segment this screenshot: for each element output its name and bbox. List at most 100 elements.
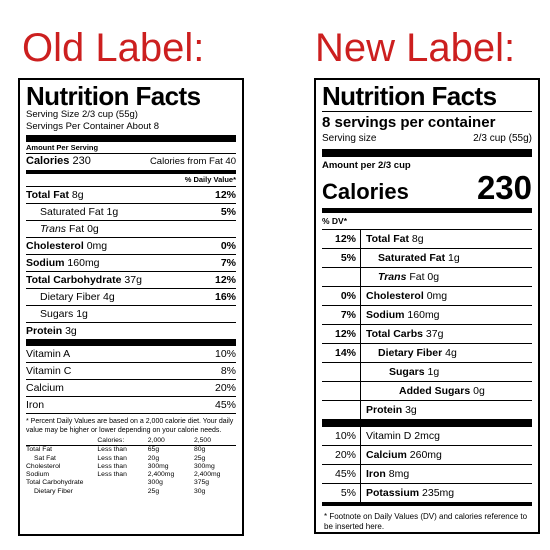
old-nutrient-row: Dietary Fiber 4g 16% bbox=[26, 288, 236, 305]
old-nutrient-name: Cholesterol bbox=[26, 240, 84, 252]
old-nutrient-row: Saturated Fat 1g 5% bbox=[26, 203, 236, 220]
new-nutrient-name: Total Fat bbox=[366, 233, 409, 245]
old-fn-cell: 300g bbox=[147, 479, 163, 487]
old-fn-cell: Less than bbox=[97, 454, 127, 462]
new-vitamin-row: 5% Potassium 235mg bbox=[322, 483, 532, 502]
new-nutrient-dv: 5% bbox=[340, 252, 356, 264]
new-thick-divider bbox=[322, 419, 532, 427]
new-amount-per: Amount per 2/3 cup bbox=[322, 160, 411, 171]
old-thick-divider bbox=[26, 339, 236, 346]
new-nutrient-amount: 160mg bbox=[407, 309, 440, 321]
new-nutrient-name: Sugars bbox=[389, 366, 425, 378]
new-footnote: * Footnote on Daily Values (DV) and calo… bbox=[324, 512, 528, 531]
old-nutrient-amount: 4g bbox=[103, 291, 115, 303]
new-nutrient-row: 0% Cholesterol 0mg bbox=[322, 286, 532, 305]
old-daily-value-header: % Daily Value* bbox=[184, 175, 236, 184]
new-vitamin-name: Potassium bbox=[366, 487, 420, 499]
old-fn-cell: 375g bbox=[193, 479, 210, 487]
old-footnote-table-row: Cholesterol Less than 300mg 300mg bbox=[26, 463, 236, 471]
old-nutrient-row: Total Carbohydrate 37g 12% bbox=[26, 271, 236, 288]
old-nutrient-row: Trans Fat 0g bbox=[26, 220, 236, 237]
old-fn-cell: 2,000 bbox=[147, 437, 165, 444]
old-footnote-table-row: Sodium Less than 2,400mg 2,400mg bbox=[26, 471, 236, 479]
old-fn-cell: 25g bbox=[147, 487, 160, 495]
old-nutrient-amount: 1g bbox=[76, 308, 88, 320]
old-footnote-table-row: Total Fat Less than 65g 80g bbox=[26, 446, 236, 455]
new-servings-per-container: 8 servings per container bbox=[322, 114, 496, 131]
old-vitamin-dv: 20% bbox=[214, 382, 236, 394]
old-servings-per-container: Servings Per Container About 8 bbox=[26, 121, 160, 132]
old-footnote-table: Calories: 2,000 2,500 Total Fat Less tha… bbox=[26, 437, 236, 496]
old-fn-cell: Total Fat bbox=[26, 446, 53, 454]
old-serving-size: Serving Size 2/3 cup (55g) bbox=[26, 109, 138, 120]
old-nutrient-amount: 8g bbox=[71, 189, 84, 201]
new-vitamin-row: 20% Calcium 260mg bbox=[322, 445, 532, 464]
old-nutrient-amount: 37g bbox=[124, 274, 142, 286]
new-vitamin-dv: 10% bbox=[334, 430, 356, 442]
old-fn-cell: 25g bbox=[193, 454, 206, 462]
old-fn-cell: 20g bbox=[147, 454, 160, 462]
old-vitamin-row: Iron 45% bbox=[26, 396, 236, 413]
new-nutrient-row: Protein 3g bbox=[322, 400, 532, 419]
new-nutrient-amount: 4g bbox=[445, 347, 457, 359]
new-nutrient-name: Dietary Fiber bbox=[378, 347, 443, 359]
new-vitamin-row: 45% Iron 8mg bbox=[322, 464, 532, 483]
old-fn-cell: Dietary Fiber bbox=[34, 487, 73, 495]
old-fn-cell: Less than bbox=[97, 462, 127, 470]
old-nutrient-amount: 160mg bbox=[67, 257, 100, 269]
old-nutrient-name: Sodium bbox=[26, 257, 65, 269]
old-fn-cell: Less than bbox=[97, 446, 127, 454]
old-footnote-table-row: Total Carbohydrate 300g 375g bbox=[26, 479, 236, 487]
old-thick-divider bbox=[26, 135, 236, 142]
new-nutrient-row: Added Sugars 0g bbox=[322, 381, 532, 400]
new-nutrient-row: 14% Dietary Fiber 4g bbox=[322, 343, 532, 362]
old-nutrient-name: Saturated Fat bbox=[40, 206, 104, 218]
new-vitamin-amount: 2mcg bbox=[414, 430, 440, 442]
new-nutrient-amount: 0g bbox=[473, 385, 485, 397]
new-calories-value: 230 bbox=[476, 169, 532, 206]
new-nutrient-dv bbox=[322, 268, 360, 286]
old-fn-cell: Calories: bbox=[97, 437, 125, 444]
old-nutrient-name: Trans bbox=[40, 223, 67, 235]
old-nutrient-dv: 7% bbox=[220, 257, 236, 269]
new-nutrient-row: Sugars 1g bbox=[322, 362, 532, 381]
old-footnote-table-row: Sat Fat Less than 20g 25g bbox=[26, 455, 236, 463]
old-fn-cell bbox=[26, 437, 97, 446]
old-label-title: Nutrition Facts bbox=[26, 81, 201, 111]
new-nutrient-name: Protein bbox=[366, 404, 403, 416]
old-fn-cell: 300mg bbox=[193, 462, 215, 470]
old-nutrient-row: Protein 3g bbox=[26, 322, 236, 339]
old-vitamin-row: Vitamin A 10% bbox=[26, 346, 236, 362]
new-nutrient-amount: 0mg bbox=[426, 290, 448, 302]
new-nutrient-dv: 14% bbox=[334, 347, 356, 359]
old-nutrient-row: Sugars 1g bbox=[26, 305, 236, 322]
new-serving-size-label: Serving size bbox=[322, 133, 377, 144]
old-fn-cell: 2,400mg bbox=[147, 471, 175, 479]
new-nutrient-name: Sodium bbox=[366, 309, 405, 321]
old-vitamin-dv: 10% bbox=[214, 348, 236, 360]
old-nutrient-dv: 5% bbox=[220, 206, 236, 218]
old-vitamin-name: Vitamin C bbox=[26, 365, 72, 377]
new-vitamin-amount: 8mg bbox=[388, 468, 410, 480]
old-fn-cell: 300mg bbox=[147, 462, 169, 470]
new-nutrient-name: Cholesterol bbox=[366, 290, 424, 302]
new-nutrition-label: Nutrition Facts 8 servings per container… bbox=[314, 78, 540, 534]
new-vitamin-row: 10% Vitamin D 2mcg bbox=[322, 427, 532, 445]
old-calories-value: 230 bbox=[72, 155, 91, 167]
new-vitamin-dv: 45% bbox=[334, 468, 356, 480]
old-fn-cell bbox=[97, 488, 147, 496]
old-nutrient-name: Total Fat bbox=[26, 189, 69, 201]
old-nutrient-name: Protein bbox=[26, 325, 63, 337]
new-nutrient-amount: 1g bbox=[427, 366, 440, 378]
new-vitamin-amount: 235mg bbox=[422, 487, 455, 499]
new-medium-divider bbox=[322, 502, 532, 506]
new-nutrient-name: Total Carbs bbox=[366, 328, 423, 340]
new-nutrient-row: 12% Total Carbs 37g bbox=[322, 324, 532, 343]
new-nutrient-row: 12% Total Fat 8g bbox=[322, 229, 532, 248]
old-nutrient-amount: 1g bbox=[106, 206, 119, 218]
new-label-heading: New Label: bbox=[315, 26, 516, 70]
new-nutrient-amount: 8g bbox=[411, 233, 424, 245]
old-nutrient-dv: 0% bbox=[220, 240, 236, 252]
old-nutrient-dv: 16% bbox=[214, 291, 236, 303]
new-serving-size-value: 2/3 cup (55g) bbox=[473, 133, 532, 144]
